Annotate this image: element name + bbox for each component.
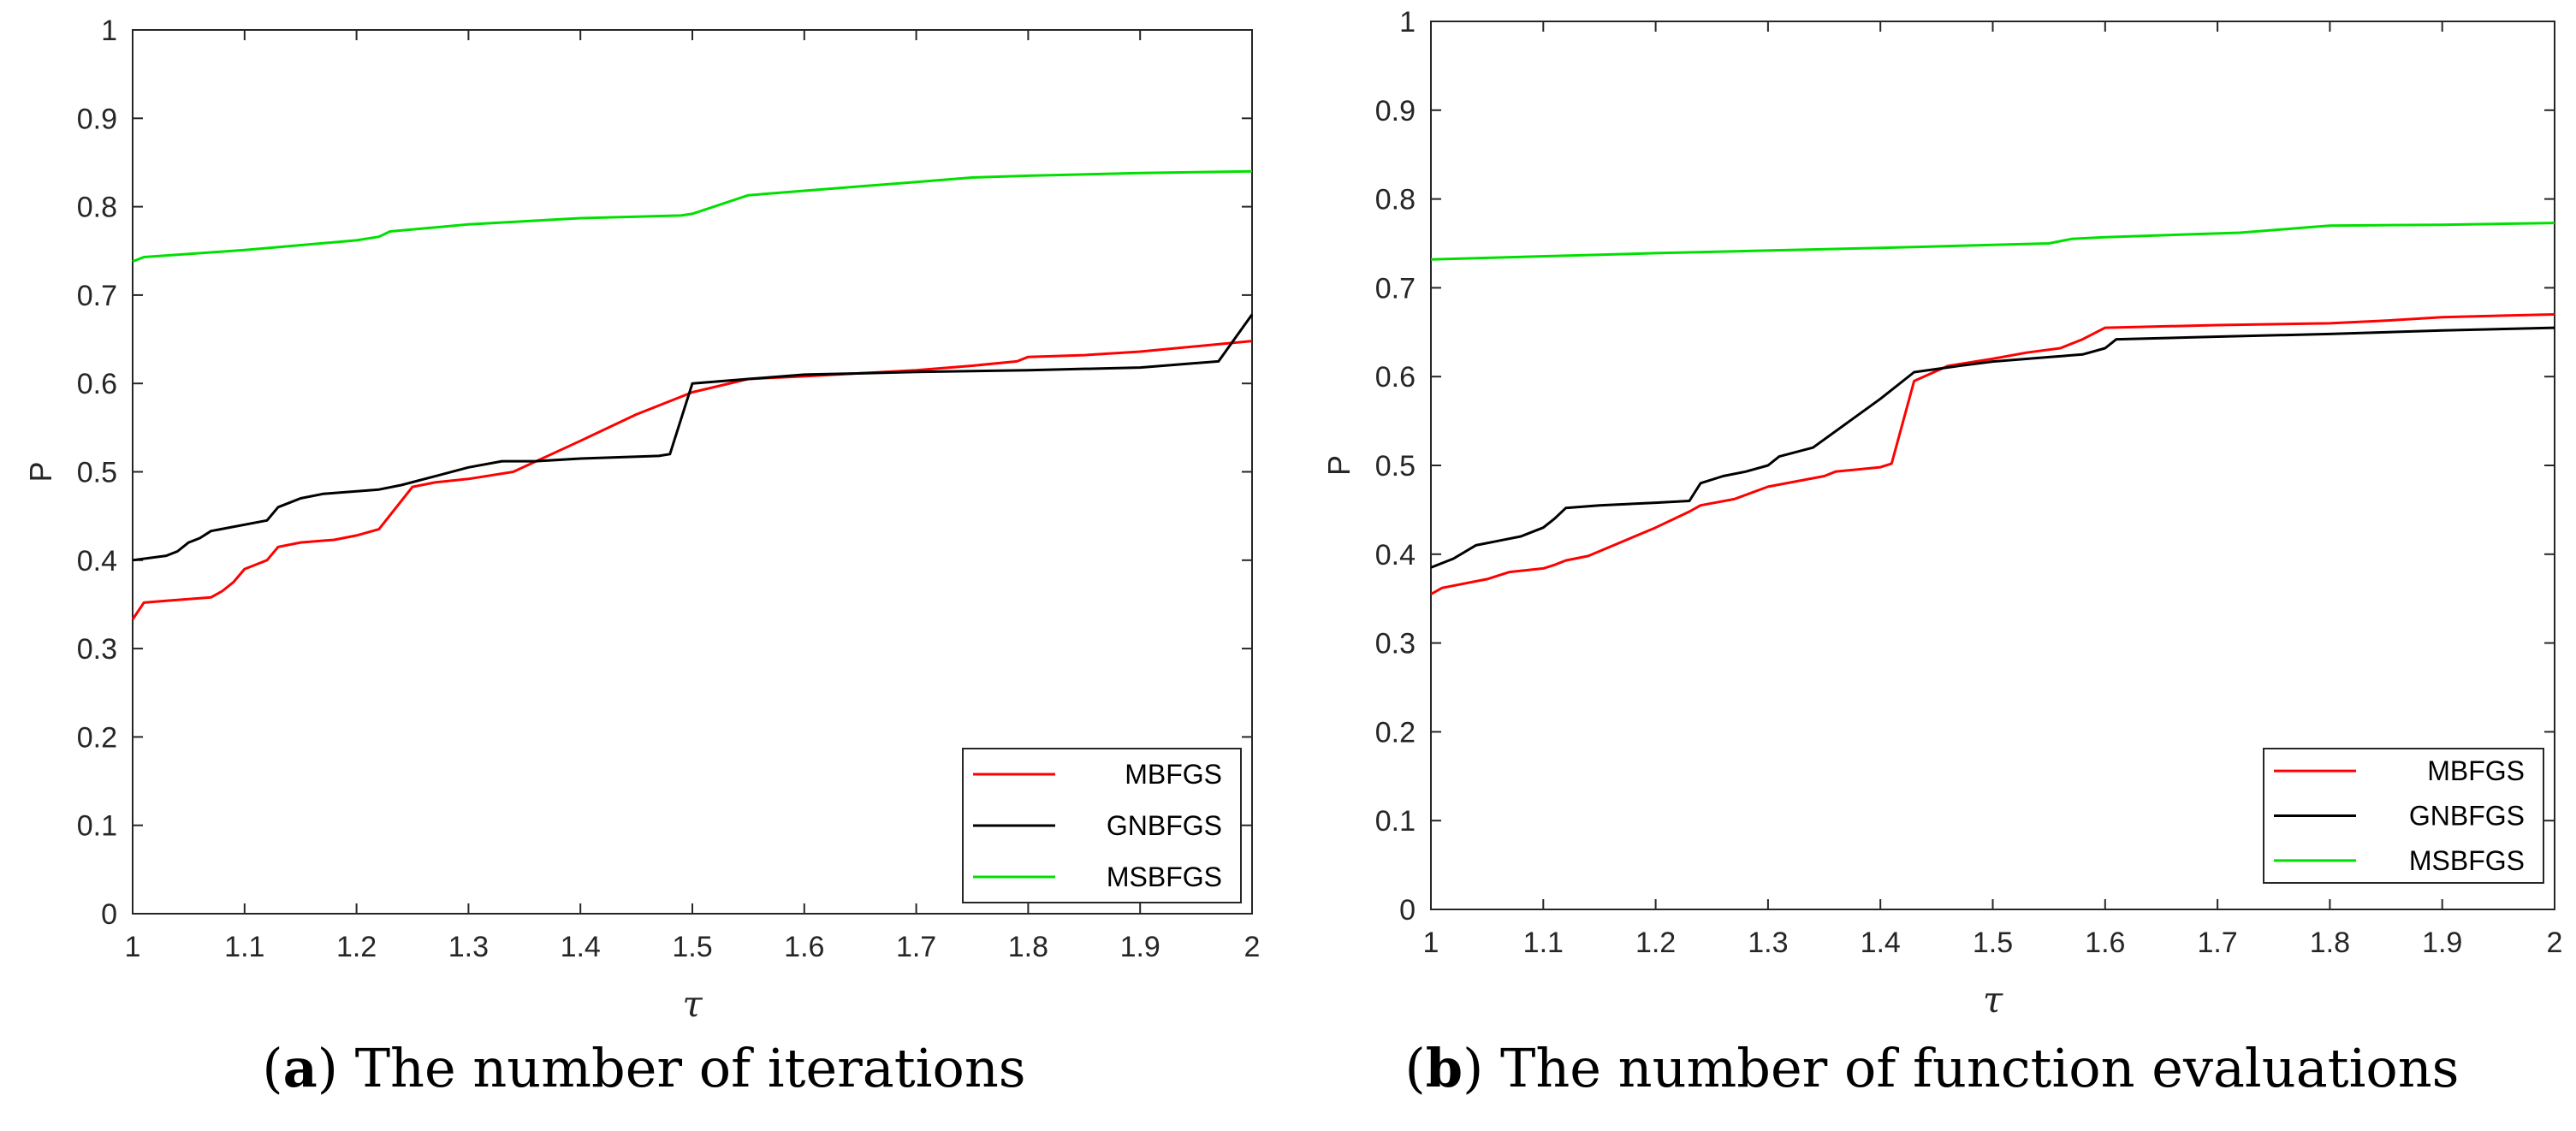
- y-axis-label: P: [1321, 455, 1356, 476]
- y-tick-label: 0.9: [77, 103, 117, 135]
- y-tick-label: 1: [101, 15, 117, 47]
- x-tick-label: 1.7: [896, 931, 936, 963]
- x-tick-label: 1.6: [784, 931, 824, 963]
- x-tick-label: 1.2: [336, 931, 377, 963]
- legend-label-msbfgs: MSBFGS: [1107, 862, 1222, 892]
- legend-label-mbfgs: MBFGS: [2427, 755, 2525, 786]
- legend-label-gnbfgs: GNBFGS: [1107, 810, 1222, 841]
- series-line-gnbfgs: [1430, 326, 2555, 569]
- series-line-mbfgs: [1430, 313, 2555, 595]
- series-line-msbfgs: [132, 169, 1253, 263]
- x-tick-label: 1.1: [224, 931, 264, 963]
- chart-panel-a: 1 1.1 1.2 1.3 1.4 1.5 1.6 1.7 1.8 1.9 2 0 0.1 0.2 0.3 0…: [23, 15, 1260, 1025]
- y-tick-label: 1: [1399, 6, 1416, 38]
- caption-b: (b) The number of function evaluations: [1404, 1037, 2460, 1099]
- y-tick-label: 0.1: [77, 810, 117, 843]
- y-tick-label: 0.4: [77, 545, 117, 577]
- y-tick-label: 0.3: [1375, 628, 1416, 660]
- y-tick-label: 0.8: [1375, 184, 1416, 216]
- legend-label-gnbfgs: GNBFGS: [2409, 801, 2525, 832]
- y-tick-label: 0.9: [1375, 95, 1416, 127]
- y-tick-label: 0.6: [1375, 361, 1416, 394]
- x-tick-label: 1.4: [1861, 927, 1901, 959]
- y-tick-label: 0.6: [77, 368, 117, 400]
- x-tick-label: 1.8: [1008, 931, 1048, 963]
- x-tick-label: 2: [2547, 927, 2563, 959]
- chart-panel-b: 1 1.1 1.2 1.3 1.4 1.5 1.6 1.7 1.8 1.9 2 0 0.1 0.2 0.3 0…: [1321, 6, 2562, 1021]
- x-tick-label: 1.5: [1973, 927, 2013, 959]
- x-tick-label: 1.6: [2085, 927, 2125, 959]
- x-tick-label: 1: [125, 931, 141, 963]
- x-tick-label: 1: [1423, 927, 1439, 959]
- y-tick-label: 0.1: [1375, 805, 1416, 838]
- x-axis-label: τ: [682, 983, 703, 1025]
- caption-a: (a) The number of iterations: [262, 1037, 1026, 1099]
- y-tick-label: 0.8: [77, 192, 117, 224]
- y-tick-label: 0.2: [77, 721, 117, 754]
- x-tick-label: 1.7: [2197, 927, 2237, 959]
- y-axis-label: P: [23, 461, 58, 482]
- x-tick-label: 1.3: [448, 931, 489, 963]
- y-tick-label: 0.5: [1375, 450, 1416, 483]
- y-tick-label: 0.7: [1375, 272, 1416, 305]
- x-tick-label: 1.4: [561, 931, 601, 963]
- y-tick-label: 0.2: [1375, 716, 1416, 749]
- x-axis-label: τ: [1983, 979, 2003, 1021]
- x-tick-label: 1.1: [1523, 927, 1564, 959]
- y-tick-label: 0.4: [1375, 539, 1416, 571]
- x-tick-label: 1.5: [672, 931, 712, 963]
- legend: MBFGS GNBFGS MSBFGS: [962, 748, 1242, 903]
- y-tick-label: 0: [101, 898, 117, 931]
- x-tick-label: 1.9: [1120, 931, 1160, 963]
- x-tick-label: 1.8: [2310, 927, 2350, 959]
- legend: MBFGS GNBFGS MSBFGS: [2263, 748, 2544, 884]
- series-line-gnbfgs: [132, 313, 1254, 562]
- legend-label-msbfgs: MSBFGS: [2409, 845, 2525, 876]
- x-tick-label: 2: [1244, 931, 1261, 963]
- series-line-mbfgs: [131, 340, 1253, 620]
- y-tick-label: 0: [1399, 894, 1416, 927]
- y-tick-label: 0.5: [77, 457, 117, 489]
- x-tick-label: 1.3: [1748, 927, 1788, 959]
- x-tick-label: 1.2: [1635, 927, 1676, 959]
- series-line-msbfgs: [1430, 222, 2555, 261]
- legend-label-mbfgs: MBFGS: [1125, 759, 1222, 790]
- y-tick-label: 0.3: [77, 633, 117, 666]
- x-tick-label: 1.9: [2422, 927, 2462, 959]
- y-tick-label: 0.7: [77, 280, 117, 312]
